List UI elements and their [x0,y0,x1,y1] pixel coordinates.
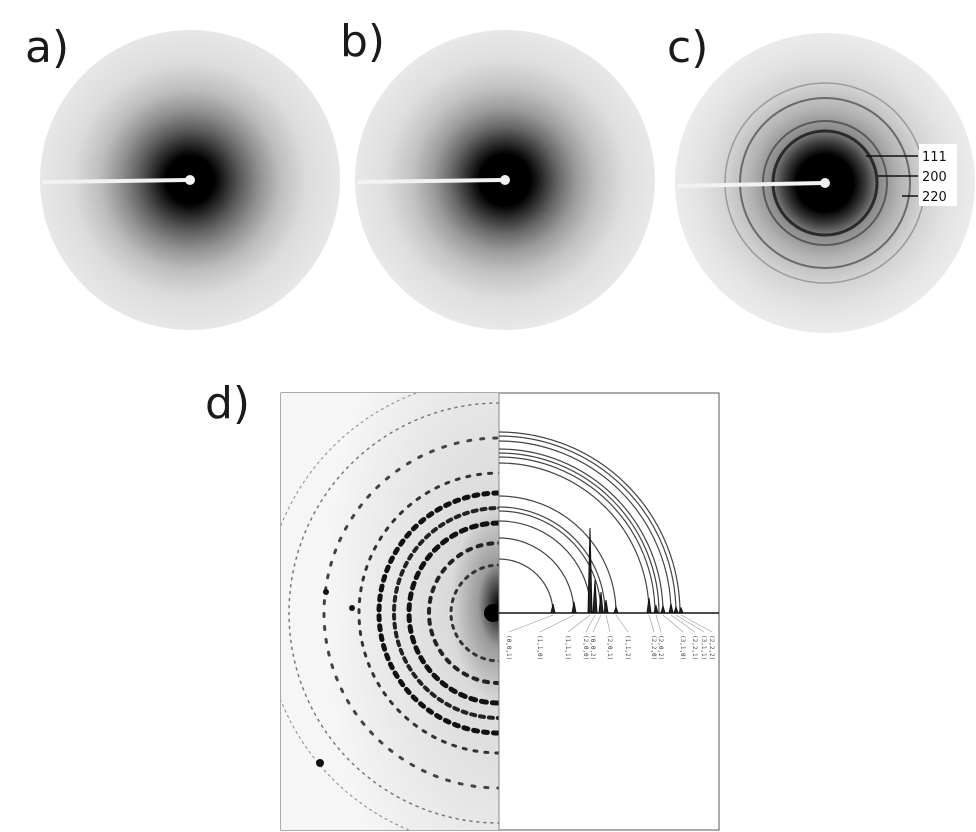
ring-label-200: 200 [922,170,947,185]
exp-spot [316,759,324,767]
panel-label-a: a) [25,22,70,73]
peak-label: (3,1,1) [700,635,707,660]
peak-label: (2,0,1) [606,635,613,660]
peak-label: (2,0,0) [582,635,589,660]
peak-label: (3,1,0) [679,635,686,660]
exp-ring-2 [427,541,499,685]
exp-center-spot [484,604,499,622]
peak-label: (0,0,2) [589,635,596,660]
diffraction-row-top: 111 200 220 [40,30,975,333]
pattern-a-center-spot [185,175,195,185]
peak-label: (1,1,0) [536,635,543,660]
peak-label: (1,1,2) [624,635,631,660]
panel-label-b: b) [340,16,386,67]
pattern-c-beamstop [676,181,824,188]
panel-d-simulated-half: (0,0,1) (1,1,0) (1,1,1) (2,0,0) (0,0,2) … [499,431,719,660]
diffraction-pattern-b [355,30,655,330]
diffraction-panel-d: (0,0,1) (1,1,0) (1,1,1) (2,0,0) (0,0,2) … [280,392,720,831]
pattern-b-center-spot [500,175,510,185]
ring-label-220: 220 [922,190,947,205]
peak-label: (1,1,1) [564,635,571,660]
exp-spot [349,605,355,611]
panel-d-experimental-half [281,393,499,830]
diffraction-pattern-c: 111 200 220 [675,33,975,333]
panel-label-d: d) [205,378,251,429]
exp-ring-6 [357,471,499,755]
ring-label-111: 111 [922,150,947,165]
ring-labels-box [919,144,957,206]
profile-curve [550,527,684,614]
peak-label: (2,0,2) [657,635,664,660]
peak-label: (2,2,1) [691,635,698,660]
panel-label-c: c) [667,22,709,73]
pattern-a-beamstop [41,178,189,184]
pattern-b-beamstop [356,178,504,184]
diffraction-pattern-a [40,30,340,330]
peak-label: (2,2,0) [650,635,657,660]
peak-label: (2,2,2) [708,635,715,660]
exp-ring-4 [392,506,499,720]
exp-ring-8 [288,402,499,824]
pattern-c-center-spot [820,178,830,188]
exp-ring-7 [322,436,499,790]
exp-ring-3 [406,520,499,706]
peak-label: (0,0,1) [505,635,512,660]
peak-labels: (0,0,1) (1,1,0) (1,1,1) (2,0,0) (0,0,2) … [505,635,715,660]
exp-spot [323,589,329,595]
